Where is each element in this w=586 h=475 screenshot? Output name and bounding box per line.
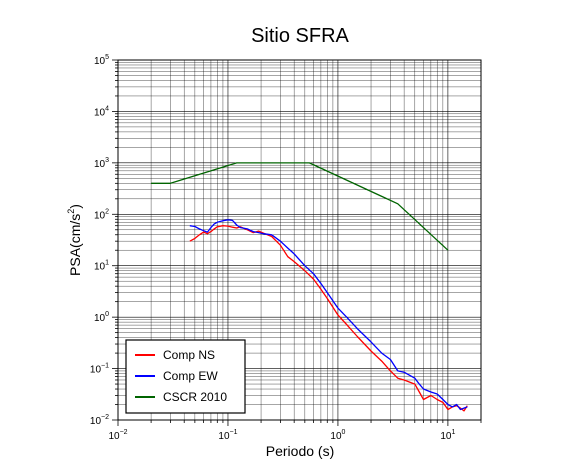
y-tick-label: 10−1: [90, 363, 109, 376]
series-line-comp-ns: [189, 225, 468, 412]
y-tick-label-base: 10: [90, 416, 102, 427]
x-tick-label-exp: −1: [230, 429, 238, 436]
y-tick-label-exp: 3: [105, 157, 109, 164]
y-tick-label-base: 10: [90, 365, 102, 376]
y-tick-label-base: 10: [94, 262, 106, 273]
legend-label: Comp EW: [163, 369, 218, 383]
x-tick-label-base: 10: [108, 431, 120, 442]
y-tick-label-base: 10: [94, 313, 106, 324]
y-tick-label: 100: [94, 311, 109, 324]
chart-title: Sitio SFRA: [251, 25, 349, 47]
y-tick-label: 10−2: [90, 414, 109, 427]
y-axis-label-end: ): [67, 204, 83, 209]
x-tick-label: 100: [330, 429, 345, 442]
plot-frame: [117, 59, 482, 421]
y-tick-label: 103: [94, 157, 109, 170]
x-tick-label-base: 10: [218, 431, 230, 442]
legend-label: Comp NS: [163, 348, 215, 362]
y-tick-label-exp: 0: [105, 311, 109, 318]
series-line-cscr-2010: [151, 162, 449, 251]
y-tick-label-base: 10: [94, 159, 106, 170]
x-axis-label: Periodo (s): [266, 443, 334, 459]
y-tick-label-base: 10: [94, 107, 106, 118]
y-axis-label-sup: 2: [66, 209, 76, 214]
y-tick-label: 105: [94, 54, 109, 67]
series-lines: [151, 162, 468, 412]
x-tick-label-exp: 0: [342, 429, 346, 436]
x-tick-label: 10−1: [218, 429, 237, 442]
y-tick-label-base: 10: [94, 210, 106, 221]
y-tick-label-exp: −2: [101, 414, 109, 421]
x-tick-label-base: 10: [330, 431, 342, 442]
y-tick-label: 101: [94, 260, 109, 273]
x-tick-label: 101: [440, 429, 455, 442]
y-tick-label-exp: −1: [101, 363, 109, 370]
y-tick-label-exp: 4: [105, 105, 109, 112]
y-tick-label: 102: [94, 208, 109, 221]
y-tick-label: 104: [94, 105, 109, 118]
y-tick-label-exp: 1: [105, 260, 109, 267]
series-line-comp-ew: [189, 219, 468, 411]
x-tick-label-exp: −2: [120, 429, 128, 436]
legend: Comp NS Comp EW CSCR 2010: [125, 339, 246, 414]
x-tick-label-exp: 1: [452, 429, 456, 436]
y-axis-label: PSA(cm/s2): [66, 204, 83, 276]
x-tick-label-base: 10: [440, 431, 452, 442]
legend-label: CSCR 2010: [163, 390, 227, 404]
y-tick-label-exp: 2: [105, 208, 109, 215]
y-tick-label-base: 10: [94, 56, 106, 67]
y-axis-label-base: PSA(cm/s: [67, 214, 83, 276]
x-tick-label: 10−2: [108, 429, 127, 442]
y-tick-label-exp: 5: [105, 54, 109, 61]
